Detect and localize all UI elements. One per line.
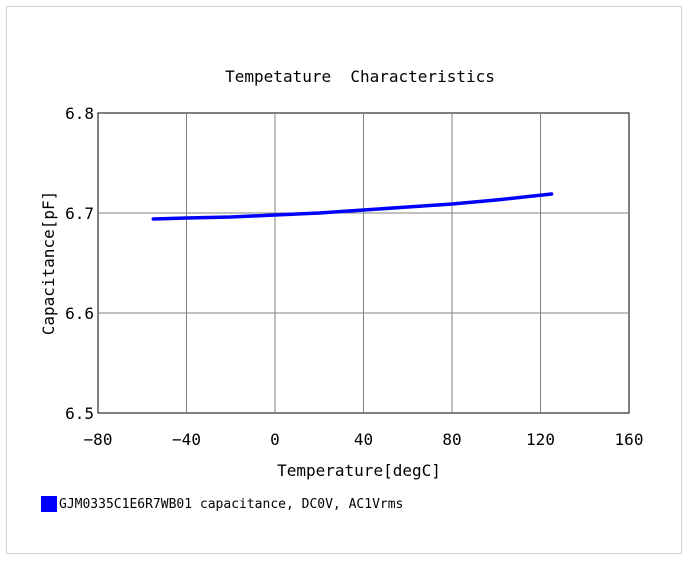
data-point	[229, 215, 233, 219]
x-tick-label: 0	[270, 430, 280, 449]
x-axis-label: Temperature[degC]	[277, 461, 441, 480]
y-tick-label: 6.8	[65, 104, 94, 123]
x-axis-ticks: −80 −40 0 40 80 120 160	[84, 430, 644, 449]
x-tick-label: 120	[526, 430, 555, 449]
data-point	[406, 205, 410, 209]
data-point	[185, 216, 188, 220]
chart-title: Tempetature Characteristics	[225, 67, 495, 86]
y-tick-label: 6.7	[65, 204, 94, 223]
data-point	[494, 198, 498, 202]
data-point	[273, 213, 277, 217]
data-point	[317, 211, 321, 215]
data-point	[550, 192, 554, 196]
data-point	[362, 208, 365, 212]
x-tick-label: −80	[84, 430, 113, 449]
y-tick-label: 6.6	[65, 304, 94, 323]
x-tick-label: −40	[172, 430, 201, 449]
y-tick-label: 6.5	[65, 404, 94, 423]
data-point	[450, 202, 454, 206]
series-line	[151, 192, 554, 221]
data-point	[151, 217, 155, 221]
x-tick-label: 80	[442, 430, 461, 449]
grid-lines	[98, 113, 629, 413]
x-tick-label: 40	[354, 430, 373, 449]
legend-label: GJM0335C1E6R7WB01 capacitance, DC0V, AC1…	[59, 496, 404, 512]
y-axis-label: Capacitance[pF]	[39, 191, 58, 336]
y-axis-ticks: 6.5 6.6 6.7 6.8	[65, 104, 94, 423]
legend: GJM0335C1E6R7WB01 capacitance, DC0V, AC1…	[41, 496, 403, 512]
legend-swatch	[41, 496, 57, 512]
x-tick-label: 160	[615, 430, 644, 449]
series-layer	[151, 192, 554, 221]
